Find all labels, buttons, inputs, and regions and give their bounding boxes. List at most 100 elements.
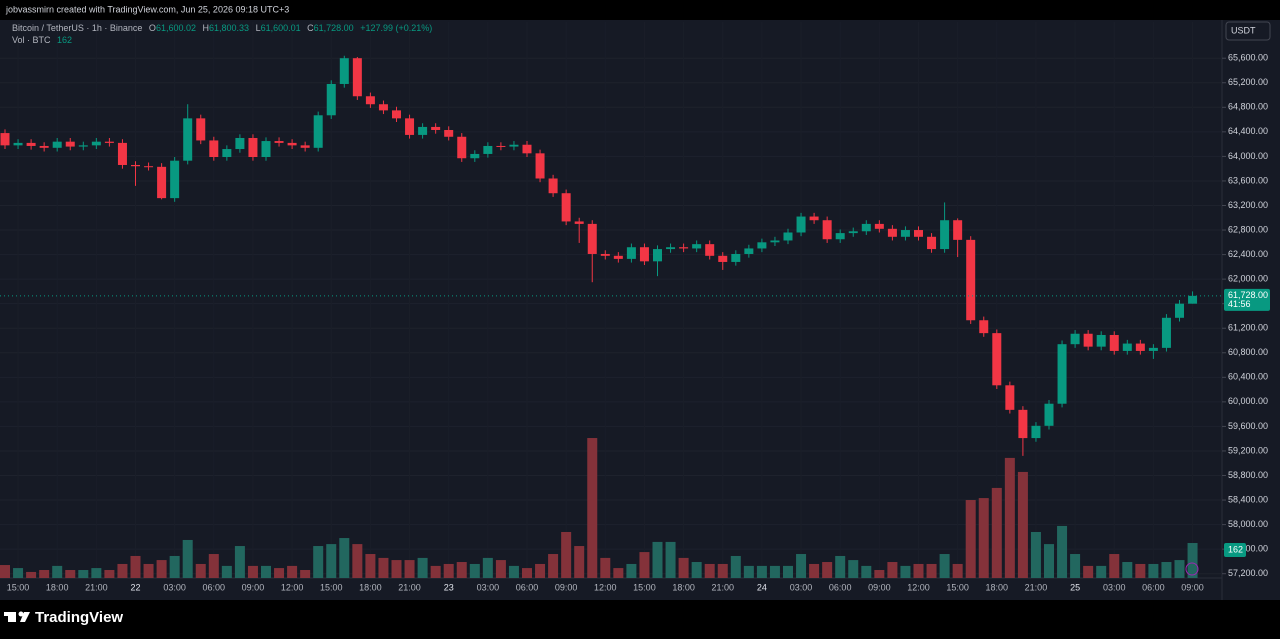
volume-bar — [0, 565, 10, 578]
volume-bar — [1161, 562, 1172, 578]
volume-bar — [1122, 562, 1133, 578]
candle-body — [326, 83, 336, 116]
x-tick-label: 21:00 — [398, 582, 421, 592]
h-label: H — [203, 23, 210, 33]
volume-bar — [691, 562, 702, 578]
candle-body — [104, 141, 114, 143]
volume-bar — [365, 554, 376, 578]
candle-body — [39, 145, 49, 148]
candle-body — [313, 115, 323, 148]
volume-bar — [783, 565, 793, 578]
candle-body — [705, 244, 715, 256]
candle-body — [953, 220, 963, 240]
volume-legend: Vol · BTC 162 — [12, 35, 72, 45]
candle-body — [835, 233, 845, 240]
candle-body — [0, 133, 10, 146]
volume-bar — [939, 554, 950, 578]
volume-bar — [469, 563, 480, 578]
currency[interactable]: USDT — [1231, 25, 1256, 35]
y-tick-label: 64,400.00 — [1228, 126, 1268, 136]
logo-mark — [4, 612, 16, 616]
x-tick-label: 06:00 — [516, 582, 539, 592]
volume-bar — [352, 544, 363, 578]
candle-body — [770, 240, 780, 243]
x-tick-label: 09:00 — [868, 582, 891, 592]
volume-bar — [169, 555, 180, 578]
candle-body — [365, 96, 375, 105]
volume-bar — [417, 557, 428, 578]
volume-bar — [809, 563, 820, 578]
candle-body — [144, 166, 154, 168]
candle-body — [117, 142, 127, 165]
candle-body — [222, 149, 232, 158]
x-tick-label: 21:00 — [85, 582, 108, 592]
volume-badge — [1224, 543, 1246, 558]
candle-body — [352, 58, 362, 97]
candle-body — [339, 58, 349, 84]
volume-name: Vol · BTC — [12, 35, 51, 45]
candle-body — [470, 153, 480, 159]
candle-body — [1122, 343, 1132, 351]
author-line: jobvassmirn created with TradingView.com… — [5, 4, 289, 14]
volume-bar — [522, 568, 532, 578]
candle-body — [1161, 317, 1171, 348]
volume-bar — [313, 546, 324, 578]
candle-body — [809, 216, 819, 221]
candle-body — [535, 153, 545, 179]
x-tick-label: 18:00 — [359, 582, 382, 592]
volume-bar — [1187, 543, 1198, 578]
y-tick-label: 63,200.00 — [1228, 200, 1268, 210]
x-tick-label: 22 — [130, 582, 140, 592]
candle-body — [287, 142, 297, 146]
volume-bar — [678, 557, 689, 578]
volume-bar — [378, 557, 389, 578]
y-tick-label: 58,000.00 — [1228, 519, 1268, 529]
candle-body — [1044, 403, 1054, 426]
volume-bar — [704, 563, 715, 578]
brand-logo: TradingView — [4, 609, 123, 626]
x-tick-label: 25 — [1070, 582, 1080, 592]
volume-bar — [443, 563, 454, 578]
volume-bar — [1057, 525, 1068, 578]
candle-body — [392, 110, 401, 119]
candle-body — [1031, 425, 1041, 439]
candle-body — [1188, 295, 1198, 304]
volume-bar — [1135, 563, 1146, 578]
currency-button[interactable] — [1225, 21, 1271, 41]
volume-bar — [1004, 457, 1015, 578]
candle-body — [13, 142, 23, 146]
volume-bar — [535, 563, 546, 578]
volume-bar — [978, 498, 989, 578]
volume-bar — [587, 438, 598, 578]
o-value: 61,600.02 — [156, 23, 196, 33]
volume-bar — [887, 562, 898, 578]
brand: TradingView — [35, 609, 123, 626]
candle-body — [91, 141, 101, 146]
candle-body — [405, 118, 415, 135]
volume-bar — [261, 565, 271, 578]
candle-body — [157, 166, 167, 199]
volume-bar — [926, 563, 937, 578]
volume-bar — [456, 562, 467, 578]
x-tick-label: 15:00 — [7, 582, 30, 592]
candle-body — [927, 236, 937, 250]
grid — [0, 22, 1222, 578]
candle-body — [209, 140, 219, 158]
x-tick-label: 12:00 — [281, 582, 304, 592]
volume-bar — [404, 560, 415, 578]
volume-bar — [143, 563, 154, 578]
volume-bar — [730, 555, 741, 578]
candle-body — [457, 136, 467, 159]
candle-body — [1148, 347, 1158, 351]
x-tick-label: 18:00 — [672, 582, 695, 592]
candle-body — [509, 144, 519, 147]
x-tick-label: 03:00 — [477, 582, 500, 592]
volume-bar — [26, 571, 37, 578]
x-tick-label: 03:00 — [1103, 582, 1126, 592]
c-value: 61,728.00 — [314, 23, 354, 33]
volume-bar — [1174, 560, 1185, 578]
candle-body — [183, 118, 193, 161]
candle-body — [900, 230, 910, 237]
candle-body — [378, 104, 388, 111]
